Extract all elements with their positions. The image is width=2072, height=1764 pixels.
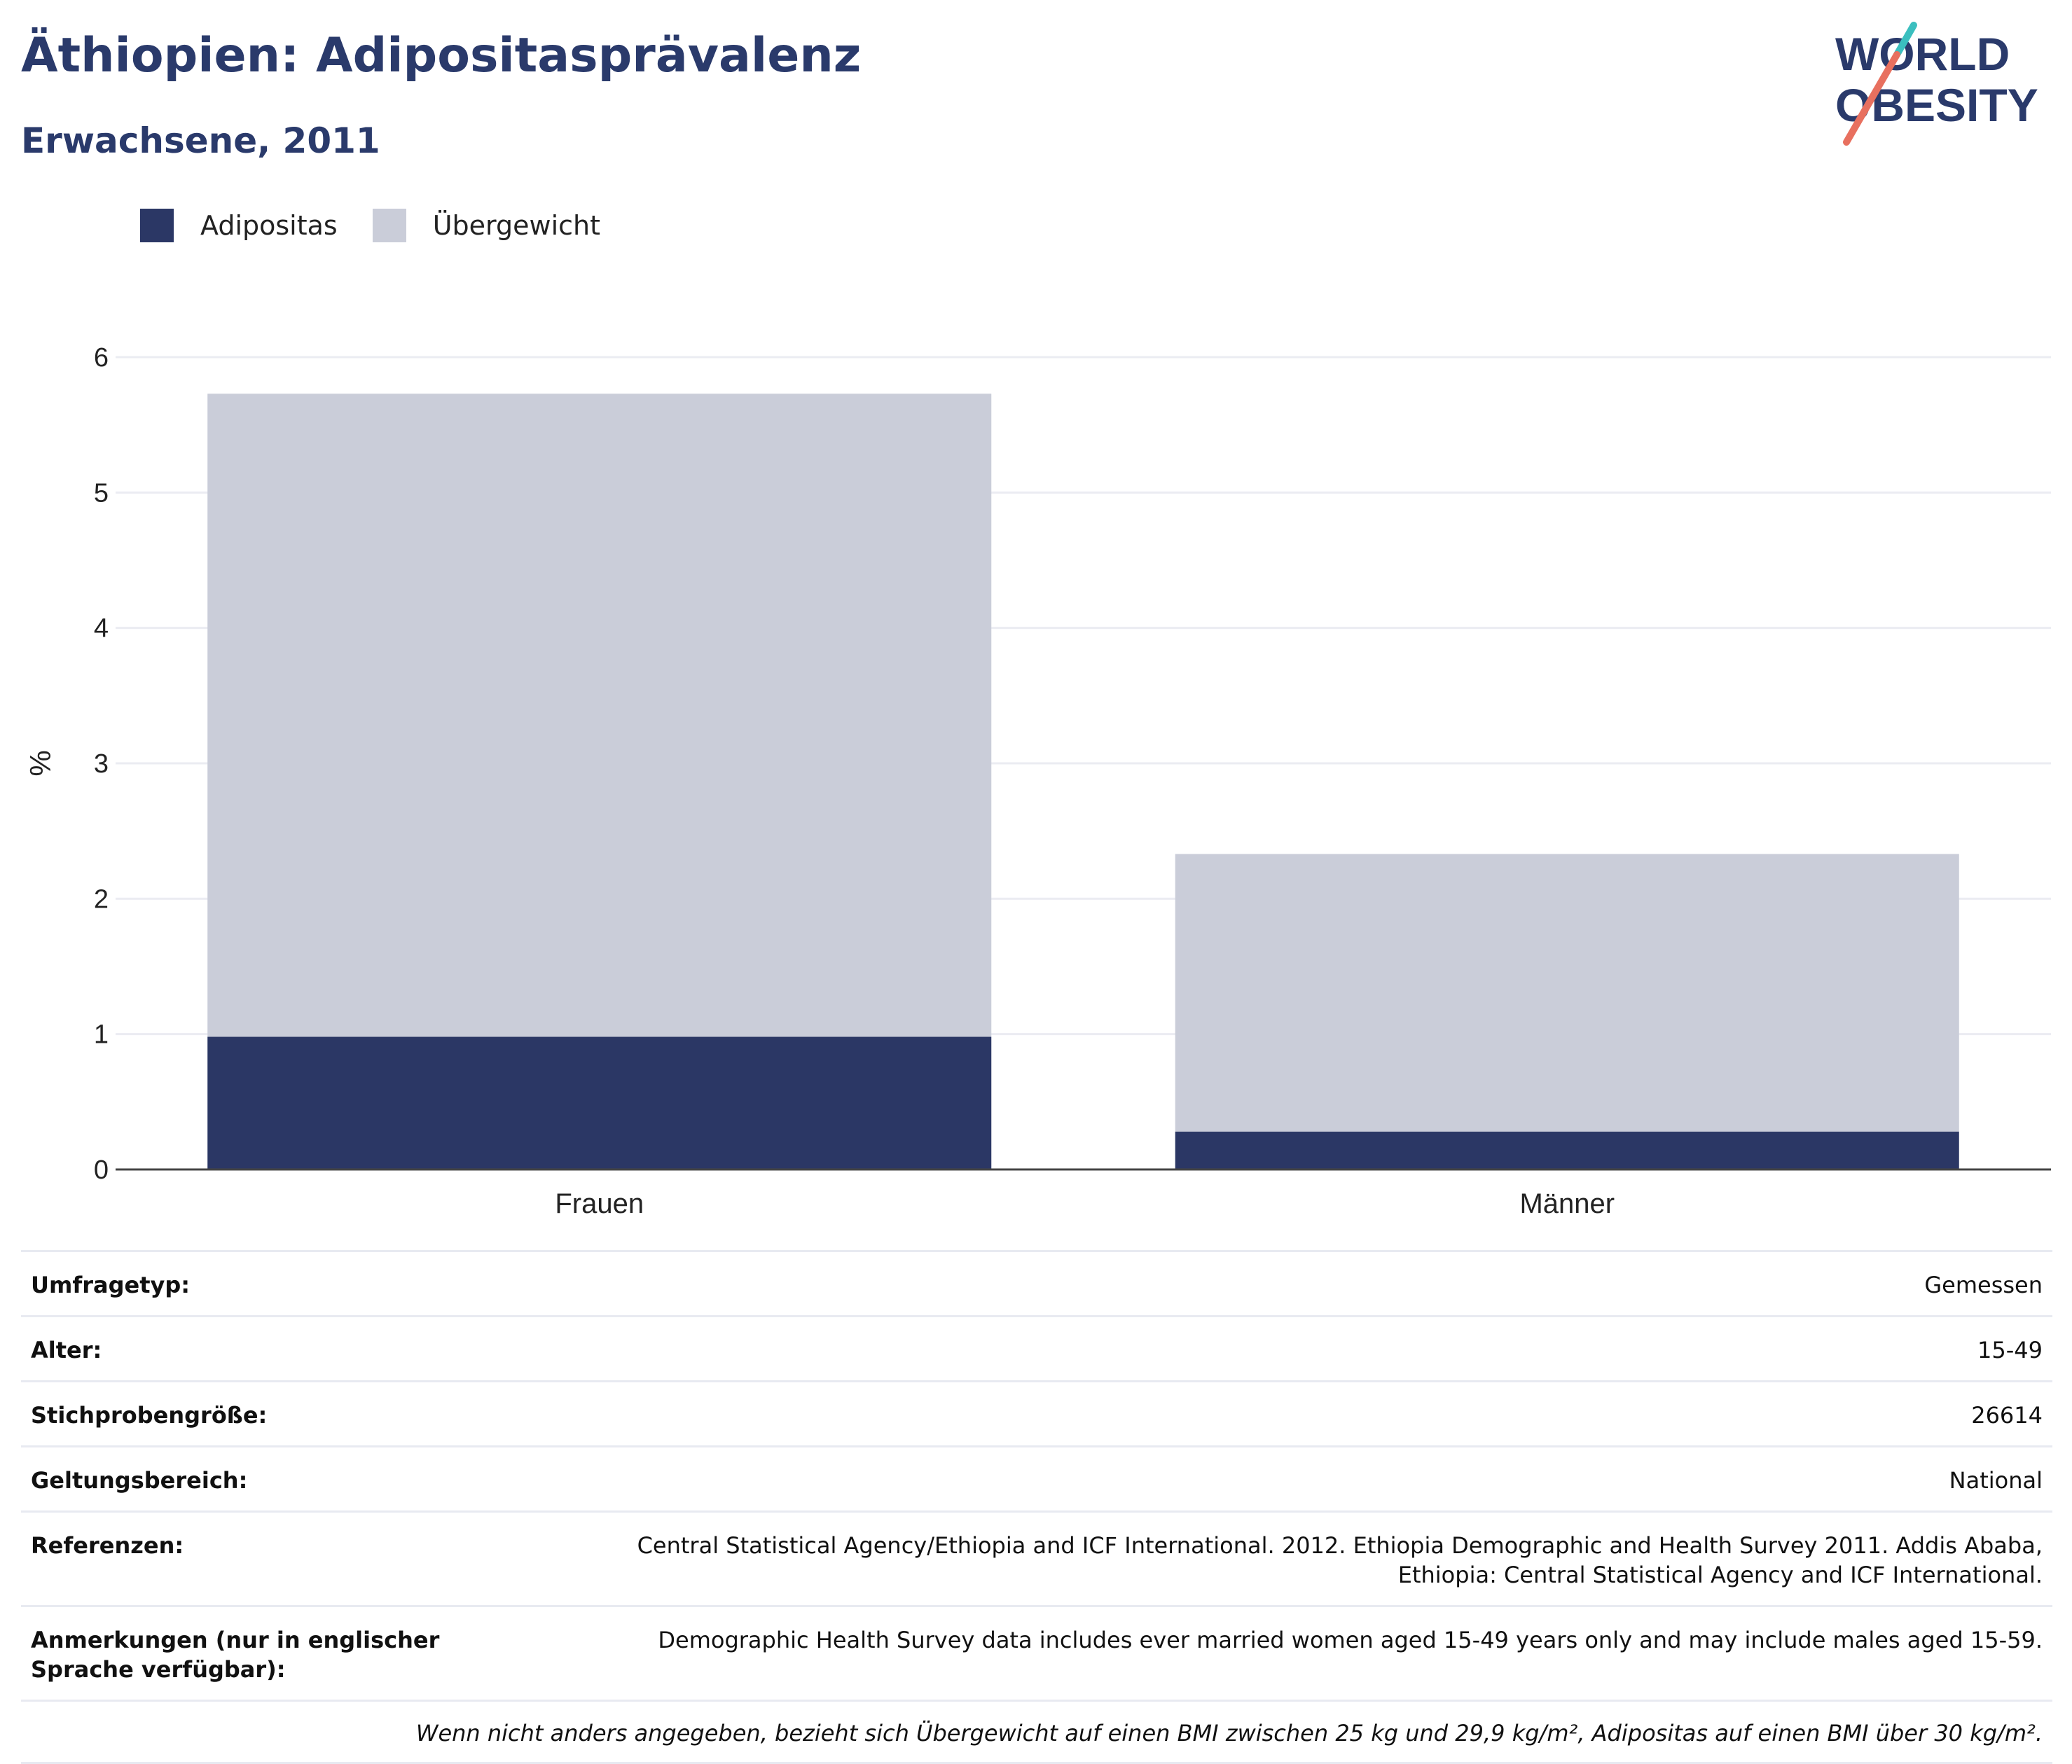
legend-item[interactable]: Adipositas xyxy=(140,209,338,242)
y-tick-label: 6 xyxy=(94,343,109,373)
info-row: Referenzen: Central Statistical Agency/Et… xyxy=(21,1510,2052,1605)
chart-title: Äthiopien: Adipositasprävalenz xyxy=(21,28,862,83)
info-key: Anmerkungen (nur in englischer Sprache v… xyxy=(31,1627,440,1683)
y-tick-label: 3 xyxy=(94,749,109,779)
legend-label: Übergewicht xyxy=(432,210,600,241)
logo-teal-slash xyxy=(1893,22,1917,58)
info-key: Umfragetyp: xyxy=(31,1272,191,1298)
footnote: Wenn nicht anders angegeben, bezieht sic… xyxy=(21,1700,2052,1764)
bar-overweight xyxy=(1175,854,1959,1132)
info-row: Anmerkungen (nur in englischer Sprache v… xyxy=(21,1605,2052,1700)
x-tick-label: Frauen xyxy=(555,1188,644,1219)
info-value: 26614 xyxy=(1971,1402,2043,1429)
info-key: Stichprobengröße: xyxy=(31,1402,268,1429)
y-tick-label: 1 xyxy=(94,1020,109,1050)
info-value: Central Statistical Agency/Ethiopia and … xyxy=(637,1532,2043,1588)
bar-obesity xyxy=(207,1036,992,1169)
logo-coral-slash xyxy=(1843,51,1900,146)
stacked-bar-chart: 0 1 2 3 4 5 6% Frauen Männer xyxy=(24,343,2051,1219)
bar-obesity xyxy=(1175,1131,1959,1169)
info-table: Umfragetyp: Gemessen Alter: 15-49 Stichprobe… xyxy=(21,1250,2052,1764)
y-axis-label: % xyxy=(24,750,57,776)
info-key: Referenzen: xyxy=(31,1532,184,1559)
info-row: Umfragetyp: Gemessen xyxy=(21,1250,2052,1315)
info-row: Geltungsbereich: National xyxy=(21,1445,2052,1510)
y-tick-label: 2 xyxy=(94,884,109,914)
bar-overweight xyxy=(207,394,992,1037)
info-key: Alter: xyxy=(31,1337,102,1363)
legend-swatch xyxy=(140,209,174,242)
legend-item[interactable]: Übergewicht xyxy=(372,209,600,242)
legend-swatch xyxy=(372,209,406,242)
info-value: 15-49 xyxy=(1977,1337,2043,1363)
logo-line1: WORLD xyxy=(1835,28,2010,80)
info-key: Geltungsbereich: xyxy=(31,1467,248,1494)
info-value: Gemessen xyxy=(1924,1272,2043,1298)
y-tick-label: 0 xyxy=(94,1155,109,1185)
info-row: Stichprobengröße: 26614 xyxy=(21,1380,2052,1445)
info-value: National xyxy=(1949,1467,2043,1494)
legend: Adipositas Übergewicht xyxy=(140,209,635,242)
chart-subtitle: Erwachsene, 2011 xyxy=(21,120,380,161)
info-value: Demographic Health Survey data includes … xyxy=(658,1627,2043,1653)
legend-label: Adipositas xyxy=(200,210,338,241)
info-row: Alter: 15-49 xyxy=(21,1315,2052,1380)
x-tick-label: Männer xyxy=(1519,1188,1615,1219)
world-obesity-logo: WORLD OBESITY xyxy=(1835,22,2038,146)
y-tick-label: 5 xyxy=(94,478,109,508)
y-tick-label: 4 xyxy=(94,614,109,644)
